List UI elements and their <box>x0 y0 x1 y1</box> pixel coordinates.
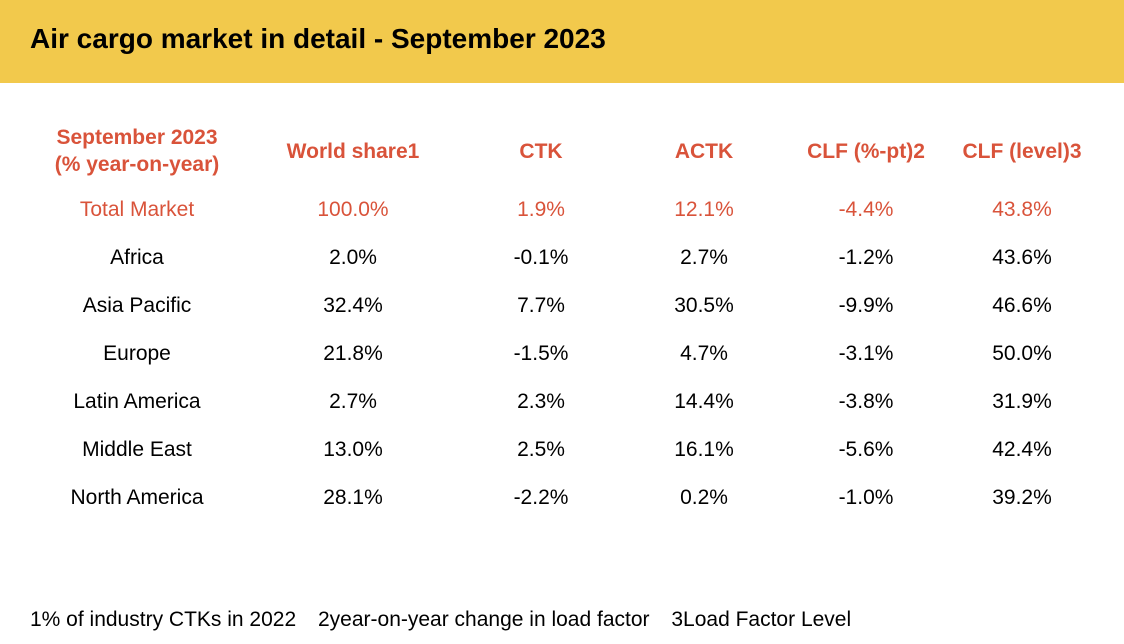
cell-ctk: 2.3% <box>517 390 565 413</box>
header-region: September 2023 (% year-on-year) <box>30 116 244 186</box>
cell-actk: 14.4% <box>674 390 734 413</box>
cell-region: Latin America <box>73 390 201 413</box>
cell-world-share: 28.1% <box>323 486 383 509</box>
header-clf-level: CLF (level)3 <box>962 139 1082 163</box>
cell-world-share: 2.7% <box>329 390 377 413</box>
header-world-share: World share1 <box>286 139 420 163</box>
cell-world-share: 21.8% <box>323 342 383 365</box>
title-banner: Air cargo market in detail - September 2… <box>0 0 1124 83</box>
cell-ctk: -1.5% <box>513 342 569 365</box>
market-table: September 2023 (% year-on-year) World sh… <box>30 116 1100 522</box>
cell-ctk: -0.1% <box>513 246 569 269</box>
cell-region: North America <box>70 486 204 509</box>
cell-ctk: 1.9% <box>517 198 565 221</box>
table-row: Latin America 2.7% 2.3% 14.4% -3.8% 31.9% <box>30 378 1100 426</box>
cell-region: Africa <box>110 246 164 269</box>
cell-world-share: 2.0% <box>329 246 377 269</box>
cell-actk: 16.1% <box>674 438 734 461</box>
cell-world-share: 100.0% <box>317 198 389 221</box>
cell-clf-level: 46.6% <box>992 294 1052 317</box>
cell-actk: 0.2% <box>680 486 728 509</box>
header-ctk: CTK <box>519 139 563 163</box>
cell-clf-level: 50.0% <box>992 342 1052 365</box>
cell-clf-pt: -3.1% <box>838 342 894 365</box>
cell-actk: 12.1% <box>674 198 734 221</box>
cell-region: Asia Pacific <box>82 294 192 317</box>
table-row: Europe 21.8% -1.5% 4.7% -3.1% 50.0% <box>30 330 1100 378</box>
cell-ctk: 2.5% <box>517 438 565 461</box>
table-row: Asia Pacific 32.4% 7.7% 30.5% -9.9% 46.6% <box>30 282 1100 330</box>
footnote-clf-pt: 2year-on-year change in load factor <box>317 608 650 631</box>
cell-clf-level: 39.2% <box>992 486 1052 509</box>
header-region-line2: (% year-on-year) <box>54 153 220 176</box>
table-row: Africa 2.0% -0.1% 2.7% -1.2% 43.6% <box>30 234 1100 282</box>
cell-region: Europe <box>103 342 171 365</box>
cell-actk: 2.7% <box>680 246 728 269</box>
cell-actk: 30.5% <box>674 294 734 317</box>
cell-clf-level: 31.9% <box>992 390 1052 413</box>
footnote-clf-level: 3Load Factor Level <box>671 608 852 631</box>
cell-clf-level: 43.6% <box>992 246 1052 269</box>
cell-ctk: 7.7% <box>517 294 565 317</box>
cell-clf-pt: -1.2% <box>838 246 894 269</box>
cell-clf-pt: -5.6% <box>838 438 894 461</box>
cell-clf-pt: -4.4% <box>838 198 894 221</box>
cell-region: Total Market <box>79 198 195 221</box>
header-actk: ACTK <box>674 139 734 163</box>
page-title: Air cargo market in detail - September 2… <box>30 23 606 54</box>
header-clf-pt: CLF (%-pt)2 <box>807 139 925 163</box>
table-row: North America 28.1% -2.2% 0.2% -1.0% 39.2% <box>30 474 1100 522</box>
table-row: Middle East 13.0% 2.5% 16.1% -5.6% 42.4% <box>30 426 1100 474</box>
cell-clf-level: 43.8% <box>992 198 1052 221</box>
footnote-world-share: 1% of industry CTKs in 2022 <box>30 608 297 631</box>
cell-clf-pt: -9.9% <box>838 294 894 317</box>
table-header: September 2023 (% year-on-year) World sh… <box>30 116 1100 186</box>
header-region-line1: September 2023 <box>56 126 218 149</box>
cell-actk: 4.7% <box>680 342 728 365</box>
cell-clf-pt: -1.0% <box>838 486 894 509</box>
cell-ctk: -2.2% <box>513 486 569 509</box>
cell-world-share: 32.4% <box>323 294 383 317</box>
cell-clf-level: 42.4% <box>992 438 1052 461</box>
cell-world-share: 13.0% <box>323 438 383 461</box>
cell-region: Middle East <box>82 438 192 461</box>
table-body: Total Market 100.0% 1.9% 12.1% -4.4% 43.8% Afr… <box>30 186 1100 522</box>
footnotes: 1% of industry CTKs in 2022 2year-on-yea… <box>30 606 851 634</box>
cell-clf-pt: -3.8% <box>838 390 894 413</box>
table-row-total: Total Market 100.0% 1.9% 12.1% -4.4% 43.8% <box>30 186 1100 234</box>
header-row: September 2023 (% year-on-year) World sh… <box>30 116 1100 186</box>
